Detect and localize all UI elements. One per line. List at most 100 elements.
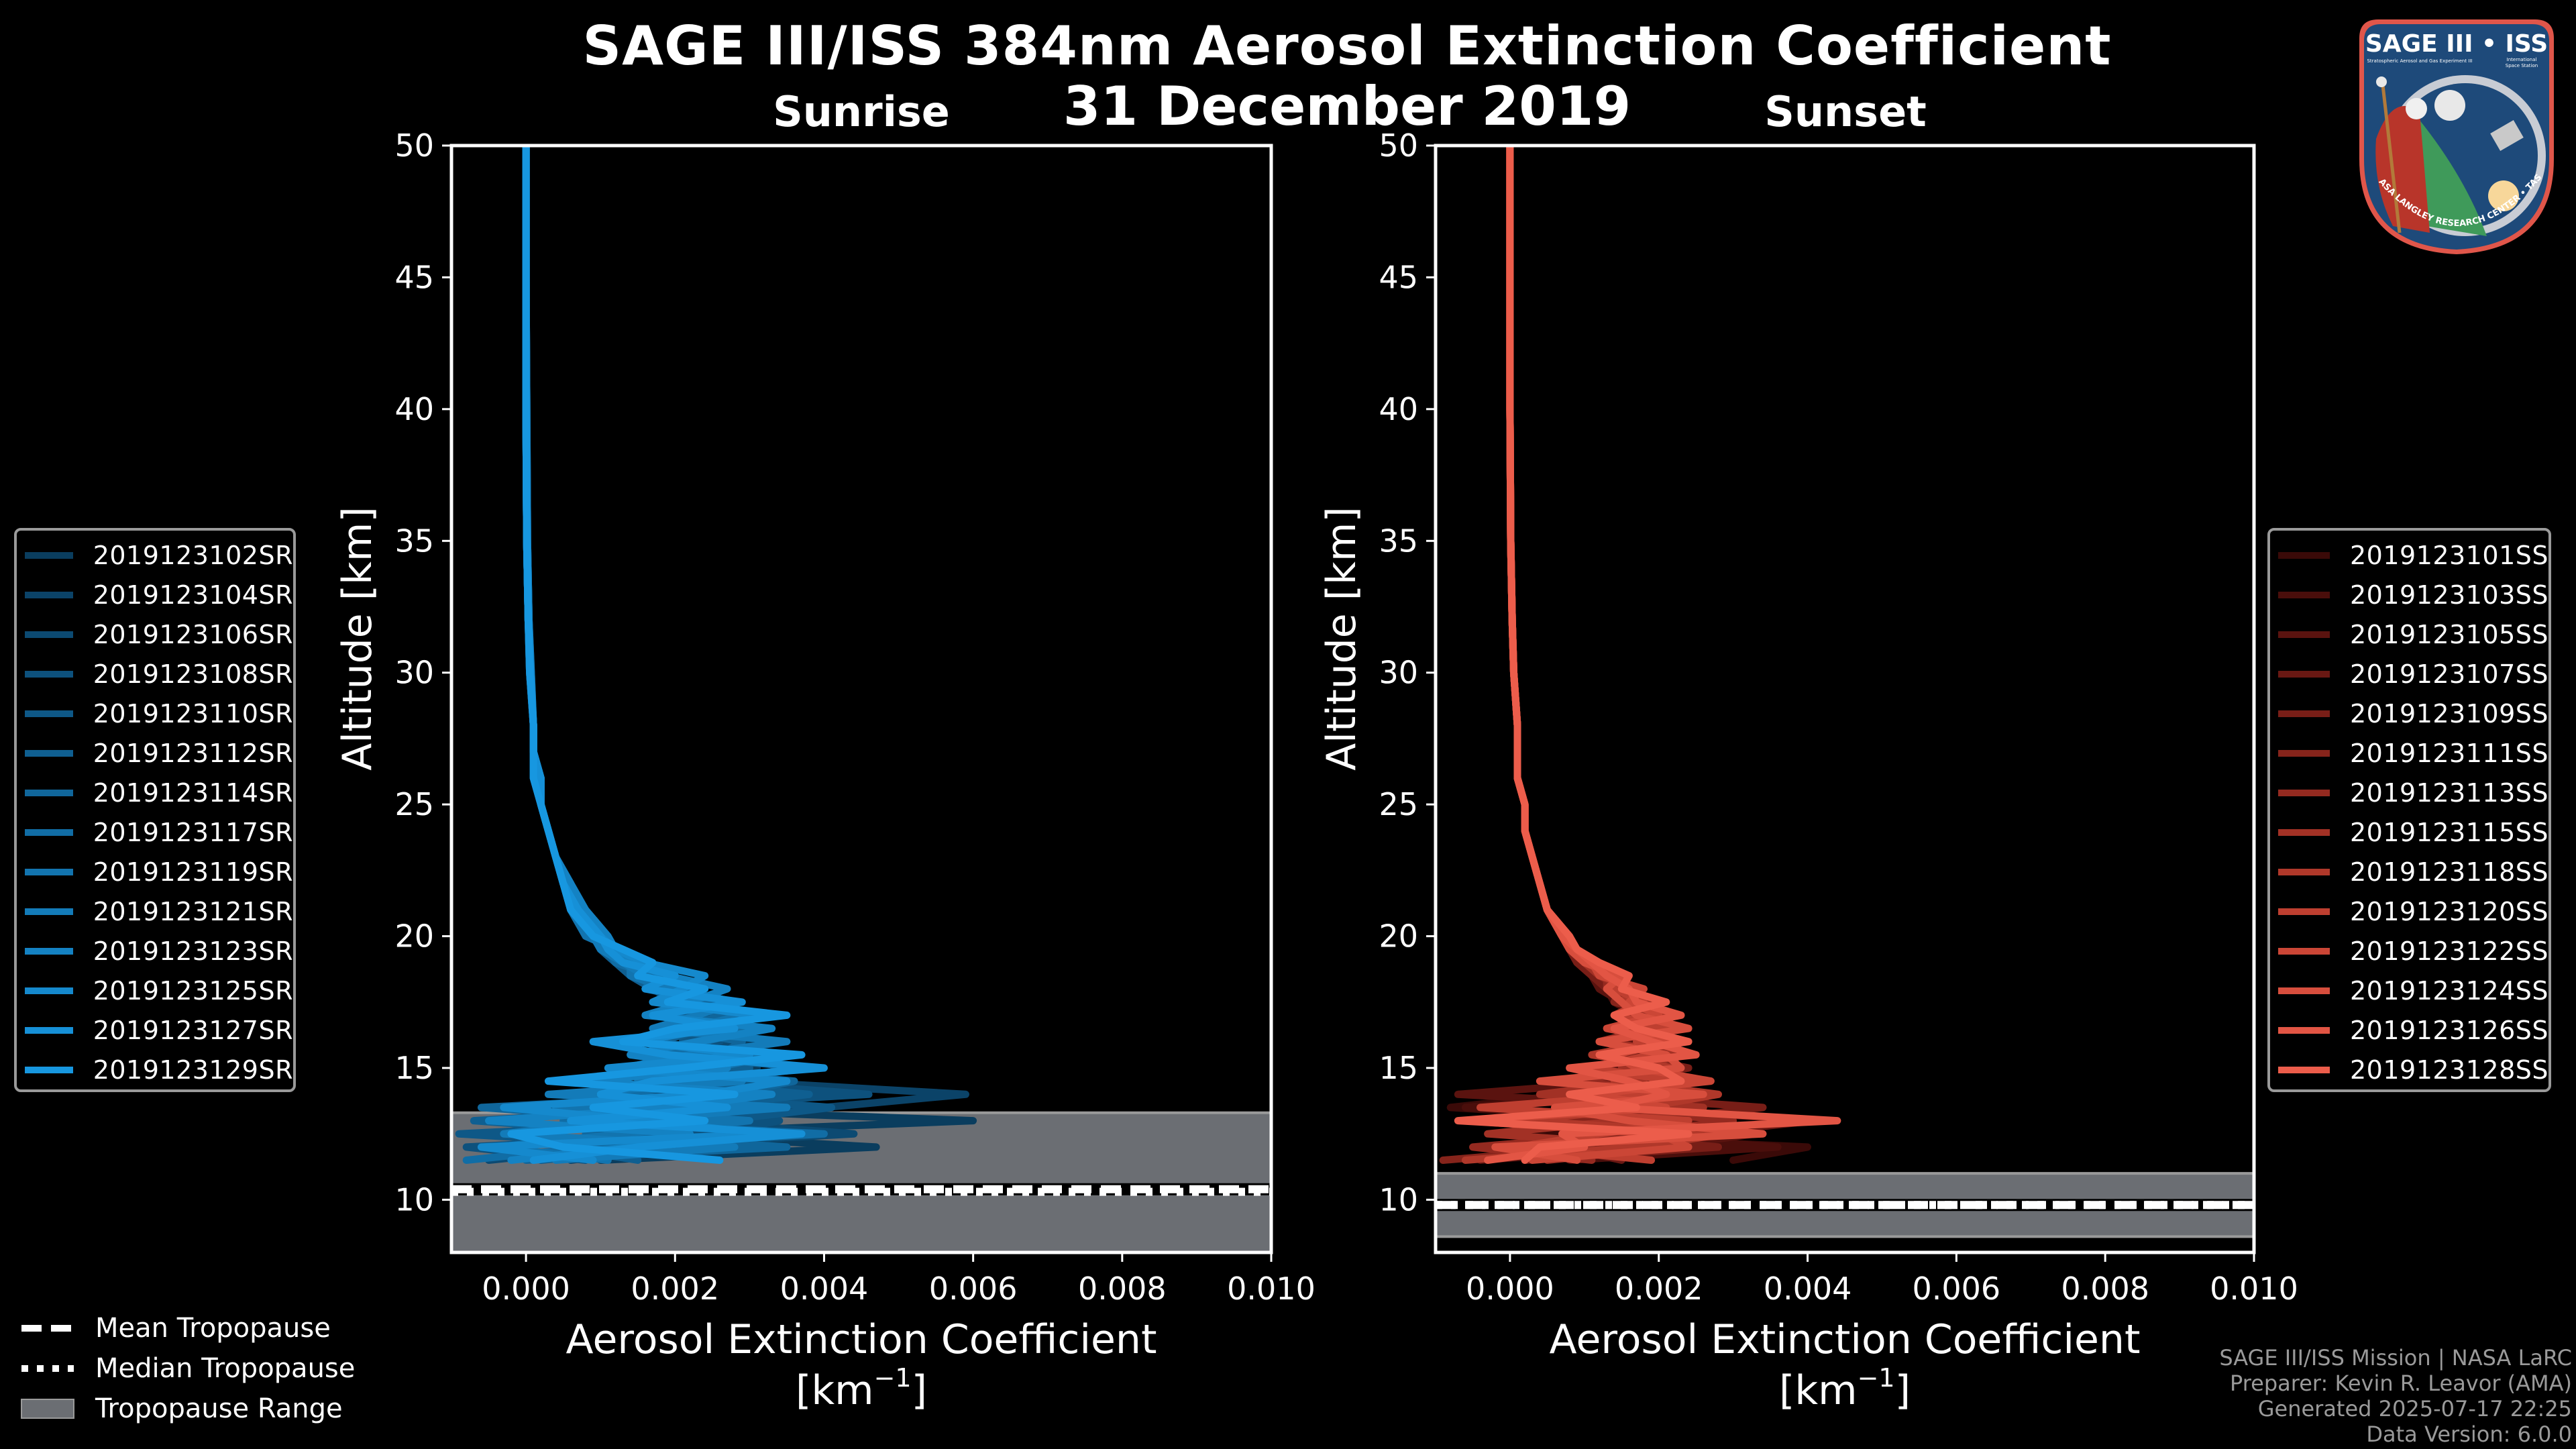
y-tick-label: 15: [1379, 1050, 1418, 1086]
legend-label: 2019123113SS: [2349, 777, 2548, 808]
chart-title: SAGE III/ISS 384nm Aerosol Extinction Co…: [582, 15, 2112, 77]
legend-label: 2019123117SR: [93, 817, 293, 847]
legend-item-2019123117SR: 2019123117SR: [17, 812, 293, 852]
sage-iii-iss-mission-logo: SAGE III • ISS Stratospheric Aerosol and…: [2346, 11, 2554, 254]
legend-label: 2019123101SS: [2349, 540, 2548, 570]
x-tick-label: 0.010: [2210, 1271, 2298, 1307]
legend-item-2019123112SR: 2019123112SR: [17, 733, 293, 773]
chart-date: 31 December 2019: [1063, 75, 1631, 138]
logo-name: SAGE III • ISS: [2365, 30, 2548, 58]
legend-line-swatch: [2278, 670, 2330, 678]
legend-label: 2019123122SS: [2349, 936, 2548, 966]
x-tick-label: 0.010: [1227, 1271, 1316, 1307]
legend-line-swatch: [25, 551, 73, 559]
y-tick-label: 50: [1379, 127, 1418, 164]
legend-label: 2019123127SR: [93, 1015, 293, 1045]
legend-label: 2019123118SS: [2349, 857, 2548, 887]
profile-line-2019123118SS: [1461, 146, 1729, 1164]
legend-item-2019123121SR: 2019123121SR: [17, 892, 293, 931]
legend-line-swatch: [25, 1026, 73, 1034]
axes-frame: [449, 144, 1273, 1254]
plot-area: [451, 146, 1271, 1252]
credit-preparer: Preparer: Kevin R. Leavor (AMA): [2229, 1371, 2572, 1396]
legend-label: 2019123105SS: [2349, 619, 2548, 649]
legend-line-swatch: [2278, 789, 2330, 796]
x-tick-label: 0.000: [482, 1271, 570, 1307]
legend-line-swatch: [25, 710, 73, 717]
x-tick-label: 0.004: [780, 1271, 869, 1307]
x-tick-label: 0.000: [1466, 1271, 1554, 1307]
y-tick-label: 10: [394, 1181, 434, 1218]
x-tick-label: 0.002: [631, 1271, 719, 1307]
legend-label: 2019123106SR: [93, 619, 293, 649]
y-tick-label: 10: [1379, 1181, 1418, 1218]
legend-line-swatch: [2278, 1026, 2330, 1034]
legend-label: 2019123112SR: [93, 738, 293, 768]
legend-label: 2019123114SR: [93, 777, 293, 808]
legend-item-2019123106SR: 2019123106SR: [17, 614, 293, 654]
legend-line-swatch: [2278, 749, 2330, 757]
legend-item-2019123103SS: 2019123103SS: [2270, 575, 2548, 614]
legend-item-2019123113SS: 2019123113SS: [2270, 773, 2548, 812]
legend-label: 2019123123SR: [93, 936, 293, 966]
legend-item-mean-tropopause: Mean Tropopause: [20, 1308, 355, 1348]
y-tick-label: 45: [394, 259, 434, 295]
legend-line-swatch: [25, 591, 73, 598]
legend-label: 2019123109SS: [2349, 698, 2548, 729]
sunset-legend: 2019123101SS 2019123103SS 2019123105SS 2019…: [2267, 528, 2551, 1092]
x-tick-label: 0.004: [1764, 1271, 1852, 1307]
x-tick-label: 0.002: [1615, 1271, 1703, 1307]
range-swatch-icon: [21, 1399, 74, 1419]
legend-label: 2019123126SS: [2349, 1015, 2548, 1045]
legend-line-swatch: [2278, 828, 2330, 836]
profile-line-2019123105SS: [1454, 146, 1760, 1164]
y-tick-label: 40: [394, 391, 434, 427]
legend-line-swatch: [25, 908, 73, 915]
tropopause-legend: Mean Tropopause Median Tropopause Tropop…: [20, 1308, 355, 1429]
legend-item-2019123104SR: 2019123104SR: [17, 575, 293, 614]
legend-line-swatch: [2278, 987, 2330, 994]
y-tick-label: 30: [394, 655, 434, 691]
credit-generated: Generated 2025-07-17 22:25: [2257, 1396, 2572, 1421]
x-axis-label: Aerosol Extinction Coefficient: [1550, 1316, 2141, 1363]
logo-subtitle: Stratospheric Aerosol and Gas Experiment…: [2367, 58, 2472, 64]
y-tick-label: 35: [394, 523, 434, 559]
y-tick-label: 25: [394, 786, 434, 822]
legend-item-2019123124SS: 2019123124SS: [2270, 971, 2548, 1010]
profile-line-2019123128SS: [1454, 146, 1693, 1164]
legend-item-2019123105SS: 2019123105SS: [2270, 614, 2548, 654]
legend-line-swatch: [2278, 868, 2330, 875]
axes-frame: [1434, 144, 2256, 1254]
credit-mission: SAGE III/ISS Mission | NASA LaRC: [2219, 1345, 2572, 1371]
credit-data-version: Data Version: 6.0.0: [2366, 1421, 2572, 1447]
y-tick-label: 40: [1379, 391, 1418, 427]
legend-line-swatch: [2278, 1066, 2330, 1073]
legend-item-median-tropopause: Median Tropopause: [20, 1348, 355, 1389]
legend-label: 2019123119SR: [93, 857, 293, 887]
plot-area: [1436, 146, 2254, 1238]
legend-line-swatch: [2278, 631, 2330, 638]
legend-label: 2019123111SS: [2349, 738, 2548, 768]
panel-title-sunrise: Sunrise: [773, 87, 950, 136]
legend-line-swatch: [2278, 551, 2330, 559]
y-tick-label: 45: [1379, 259, 1418, 295]
legend-label: 2019123107SS: [2349, 659, 2548, 689]
x-tick-label: 0.008: [1078, 1271, 1167, 1307]
profile-line-2019123110SR: [455, 146, 836, 1164]
legend-item-2019123123SR: 2019123123SR: [17, 931, 293, 971]
legend-item-2019123118SS: 2019123118SS: [2270, 852, 2548, 892]
y-tick-label: 20: [1379, 918, 1418, 955]
credits: SAGE III/ISS Mission | NASA LaRC Prepare…: [2219, 1345, 2576, 1447]
legend-label: 2019123108SR: [93, 659, 293, 689]
legend-label: Median Tropopause: [95, 1353, 356, 1384]
legend-line-swatch: [25, 1066, 73, 1073]
legend-label: 2019123104SR: [93, 580, 293, 610]
legend-label: 2019123110SR: [93, 698, 293, 729]
legend-label: 2019123125SR: [93, 975, 293, 1006]
legend-item-2019123125SR: 2019123125SR: [17, 971, 293, 1010]
sunrise-legend: 2019123102SR 2019123104SR 2019123106SR 2019…: [14, 528, 296, 1092]
legend-line-swatch: [25, 749, 73, 757]
y-tick-label: 50: [394, 127, 434, 164]
legend-item-2019123110SR: 2019123110SR: [17, 694, 293, 733]
